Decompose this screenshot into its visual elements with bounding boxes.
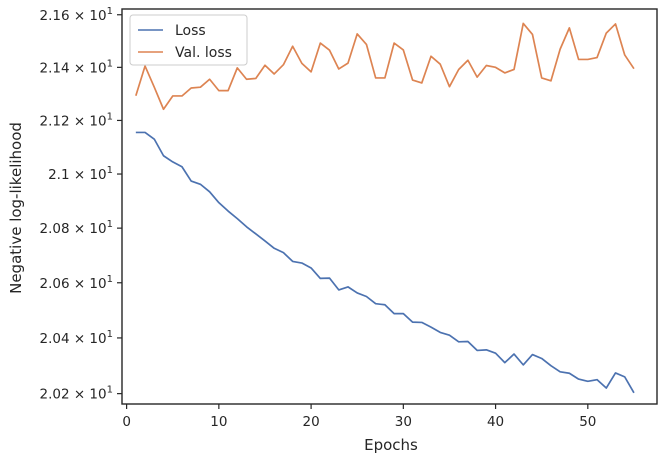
y-tick-label: 2.08 × 101 xyxy=(39,219,113,237)
x-tick-label: 10 xyxy=(210,414,227,430)
y-tick-label: 2.04 × 101 xyxy=(39,329,113,347)
legend-label-loss: Loss xyxy=(175,23,206,39)
legend: Loss Val. loss xyxy=(129,14,248,66)
legend-label-val-loss: Val. loss xyxy=(175,45,232,61)
y-tick-label: 2.06 × 101 xyxy=(39,274,113,292)
y-tick-label: 2.02 × 101 xyxy=(39,385,113,403)
y-tick-label: 2.16 × 101 xyxy=(39,6,113,24)
y-axis-ticks: 2.02 × 101 2.04 × 101 2.06 × 101 2.08 × 101… xyxy=(39,6,122,403)
series-line-loss xyxy=(135,131,635,394)
x-axis-ticks: 0 10 20 30 40 50 xyxy=(122,404,596,430)
y-tick-label: 2.14 × 101 xyxy=(39,58,113,76)
series-line-val-loss xyxy=(135,22,635,111)
y-tick-label: 2.12 × 101 xyxy=(39,111,113,129)
y-axis-label: Negative log-likelihood xyxy=(7,122,25,294)
plot-frame xyxy=(121,8,658,405)
x-tick-label: 20 xyxy=(303,414,320,430)
x-tick-label: 40 xyxy=(487,414,504,430)
x-tick-label: 0 xyxy=(122,414,131,430)
y-tick-label: 2.1 × 101 xyxy=(48,165,113,183)
series-lines xyxy=(135,22,635,394)
x-tick-label: 30 xyxy=(395,414,412,430)
x-axis-label: Epochs xyxy=(364,436,418,454)
x-tick-label: 50 xyxy=(579,414,596,430)
